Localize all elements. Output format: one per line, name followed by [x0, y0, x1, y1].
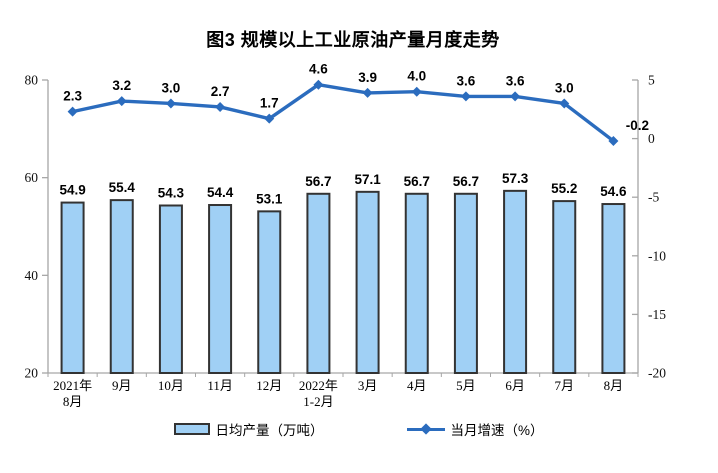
bar [552, 200, 577, 374]
line-value-label: 3.6 [506, 73, 525, 88]
line-swatch-icon [407, 422, 446, 435]
line-marker [608, 135, 619, 146]
line-value-label: 3.2 [112, 78, 131, 93]
line-value-label: 3.9 [358, 70, 377, 85]
bar-value-label: 53.1 [256, 191, 283, 206]
bar [257, 210, 282, 374]
bar-value-label: 56.7 [305, 174, 331, 189]
x-axis-category-label: 5月 [456, 378, 476, 393]
line-marker [116, 96, 127, 107]
chart-legend: 日均产量（万吨） 当月增速（%） [0, 419, 718, 439]
left-axis-tick-label: 60 [25, 170, 39, 185]
bar [109, 199, 134, 374]
bar [208, 204, 233, 374]
x-axis-category-label: 3月 [358, 378, 378, 393]
x-axis-category-label: 2022年 [299, 378, 338, 393]
x-axis-category-label: 1-2月 [303, 394, 333, 409]
diamond-marker-icon [420, 422, 433, 435]
line-value-label: 4.6 [309, 62, 328, 77]
bar [404, 192, 429, 374]
bar-value-label: 54.3 [158, 186, 185, 201]
x-axis-category-label: 4月 [407, 378, 427, 393]
line-value-label: 2.3 [63, 89, 82, 104]
right-axis-tick-label: -5 [648, 190, 659, 205]
x-axis-category-label: 12月 [256, 378, 282, 393]
line-value-label: 3.6 [457, 73, 476, 88]
bar [158, 204, 183, 374]
x-axis-category-label: 2021年 [53, 378, 92, 393]
right-axis-tick-label: 0 [648, 131, 655, 146]
line-marker [313, 79, 324, 90]
line-marker [559, 98, 570, 109]
legend-bar-label: 日均产量（万吨） [215, 423, 324, 438]
x-axis-category-label: 9月 [112, 378, 132, 393]
right-axis-tick-label: -10 [648, 248, 666, 263]
line-marker [165, 98, 176, 109]
bar [503, 189, 528, 374]
bar-value-label: 55.2 [551, 181, 577, 196]
bar-value-label: 54.4 [207, 185, 234, 200]
line-marker [67, 106, 78, 117]
x-axis-category-label: 8月 [604, 378, 624, 393]
left-axis-tick-label: 80 [25, 73, 39, 88]
right-axis-tick-label: -15 [648, 307, 666, 322]
left-axis-tick-label: 40 [25, 268, 39, 283]
line-marker [215, 101, 226, 112]
line-value-label: 1.7 [260, 96, 279, 111]
line-value-label: 4.0 [407, 69, 426, 84]
right-axis-tick-label: 5 [648, 73, 655, 88]
chart-plot-area: 80 60 40 20 5 0 -5 -10 -15 -20 54.9 55.4 54.3 54.4 53.… [25, 62, 667, 409]
x-axis-category-label: 7月 [554, 378, 574, 393]
bar [60, 201, 85, 374]
bar [306, 192, 331, 374]
bar-value-label: 56.7 [453, 174, 479, 189]
bar-value-label: 54.9 [59, 183, 85, 198]
line-value-label: 3.0 [555, 80, 574, 95]
right-axis-tick-label: -20 [648, 366, 666, 381]
bar-swatch-icon [174, 423, 211, 435]
bar [355, 190, 380, 374]
bar-value-label: 57.1 [354, 172, 381, 187]
legend-line-label: 当月增速（%） [450, 423, 544, 438]
chart-title: 图3 规模以上工业原油产量月度走势 [206, 30, 500, 50]
x-axis-category-label: 6月 [505, 378, 525, 393]
x-axis-category-label: 11月 [207, 378, 233, 393]
line-marker [264, 113, 275, 124]
legend-item-bar: 日均产量（万吨） [174, 419, 323, 439]
line-marker [510, 91, 521, 102]
x-axis-category-label: 8月 [63, 394, 83, 409]
line-marker [362, 87, 373, 98]
growth-line [70, 82, 616, 143]
legend-item-line: 当月增速（%） [407, 419, 544, 439]
bar-value-label: 56.7 [404, 174, 430, 189]
bar-value-label: 55.4 [109, 180, 136, 195]
left-axis-tick-label: 20 [25, 366, 39, 381]
bar-value-label: 57.3 [502, 171, 529, 186]
x-axis-category-label: 10月 [158, 378, 184, 393]
line-value-label: 3.0 [162, 80, 181, 95]
bar [453, 192, 478, 374]
line-marker [411, 86, 422, 97]
line-value-label: 2.7 [211, 84, 230, 99]
line-marker [460, 91, 471, 102]
line-value-label: -0.2 [626, 118, 649, 133]
bar [601, 203, 626, 374]
bar-value-label: 54.6 [600, 184, 627, 199]
